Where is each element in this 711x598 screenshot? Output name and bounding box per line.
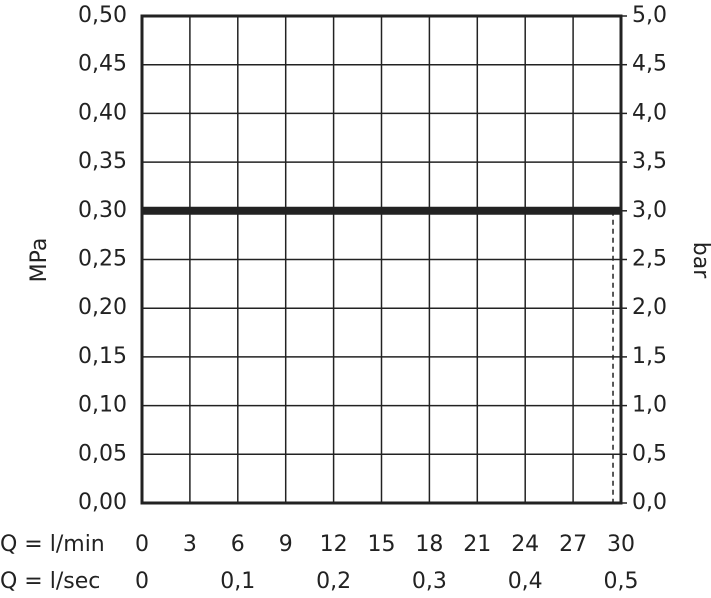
x-tick-label: 6 [231,532,245,557]
y-tick-label: 0,45 [78,52,127,77]
y2-tick-label: 0,0 [632,490,667,515]
x2-axis-label: Q = l/sec [0,569,100,594]
plot-frame [140,14,623,505]
y-tick-label: 0,30 [78,198,127,223]
x-tick-label: 9 [279,532,293,557]
y2-tick-label: 0,5 [632,441,667,466]
y2-tick-label: 1,0 [632,393,667,418]
y-tick-label: 0,10 [78,393,127,418]
y2-axis-label: bar [688,242,711,279]
y-tick-label: 0,00 [78,490,127,515]
x-tick-label: 24 [511,532,539,557]
y2-tick-label: 4,0 [632,100,667,125]
y-tick-label: 0,25 [78,247,127,272]
x2-tick-label: 0,2 [316,569,351,594]
x2-tick-label: 0,1 [220,569,255,594]
x-tick-label: 21 [463,532,491,557]
y-tick-label: 0,35 [78,149,127,174]
x-axis-label: Q = l/min [0,532,105,557]
y2-tick-label: 3,5 [632,149,667,174]
y-tick-label: 0,50 [78,3,127,28]
x2-tick-label: 0 [135,569,149,594]
y2-tick-label: 4,5 [632,52,667,77]
y-tick-label: 0,15 [78,344,127,369]
x-tick-label: 3 [183,532,197,557]
y2-tick-label: 5,0 [632,3,667,28]
y-tick-label: 0,40 [78,100,127,125]
y-tick-label: 0,20 [78,295,127,320]
x-tick-label: 27 [559,532,587,557]
y2-tick-label: 3,0 [632,198,667,223]
y2-tick-label: 2,0 [632,295,667,320]
x-tick-label: 15 [368,532,396,557]
y-axis-label: MPa [27,238,52,283]
x-tick-label: 18 [415,532,443,557]
x2-tick-label: 0,5 [604,569,639,594]
y2-tick-label: 2,5 [632,247,667,272]
x-tick-label: 12 [320,532,348,557]
x2-tick-label: 0,3 [412,569,447,594]
y-tick-label: 0,05 [78,441,127,466]
x2-tick-label: 0,4 [508,569,543,594]
y2-tick-label: 1,5 [632,344,667,369]
x-tick-label: 30 [607,532,635,557]
x-tick-label: 0 [135,532,149,557]
